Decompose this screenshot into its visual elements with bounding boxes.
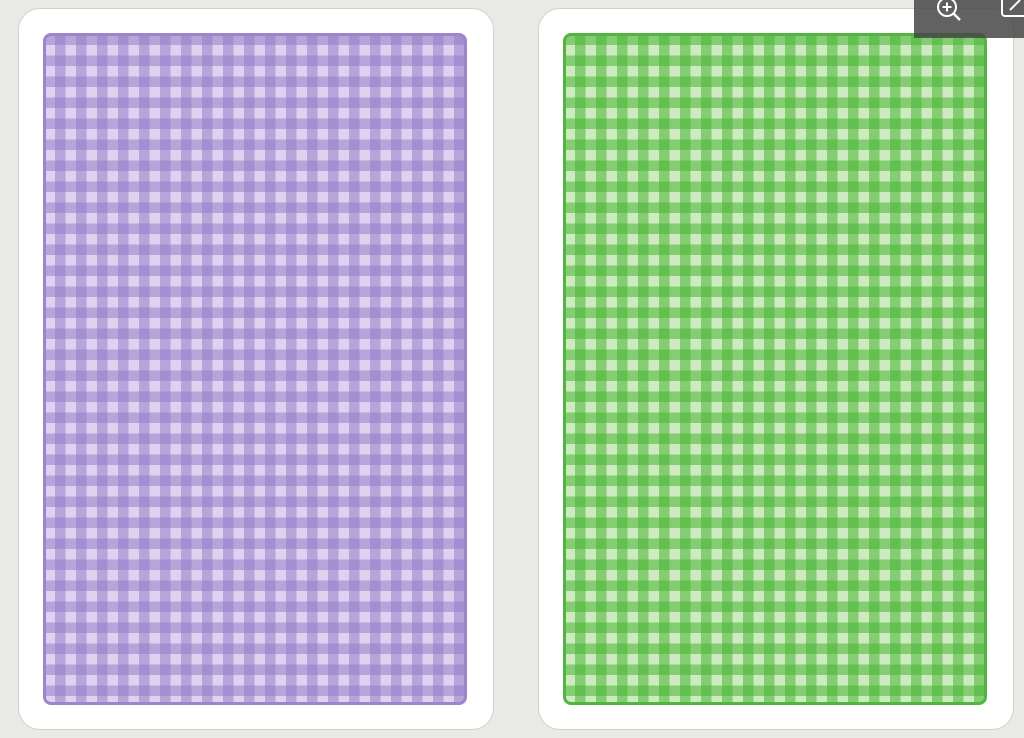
card-purple[interactable] <box>18 8 494 730</box>
zoom-in-icon <box>937 0 961 21</box>
card-green[interactable] <box>538 8 1014 730</box>
purple-gingham-card-back <box>43 33 467 705</box>
edit-button[interactable] <box>998 0 1024 28</box>
edit-icon <box>1001 0 1024 17</box>
zoom-in-button[interactable] <box>932 0 966 28</box>
green-gingham-card-back <box>563 33 987 705</box>
image-toolbar <box>914 0 1024 38</box>
